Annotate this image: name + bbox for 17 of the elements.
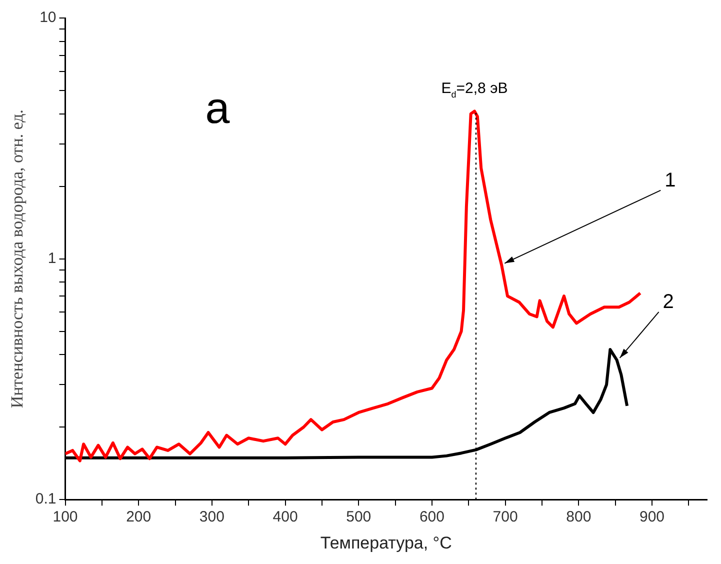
annotation: а xyxy=(205,84,230,133)
x-tick-label: 700 xyxy=(492,508,518,526)
y-tick-label: 10 xyxy=(40,9,56,26)
x-tick-label: 100 xyxy=(52,508,78,526)
x-axis-title: Температура, °C xyxy=(320,533,452,552)
y-tick-label: 0.1 xyxy=(35,490,56,508)
x-tick-label: 400 xyxy=(272,508,298,526)
annotation: 2 xyxy=(662,290,674,313)
y-axis-title: Интенсивность выхода водорода, отн. ед. xyxy=(8,109,27,408)
x-tick-label: 300 xyxy=(199,508,224,526)
x-tick-label: 900 xyxy=(639,508,665,526)
y-tick-label: 1 xyxy=(48,250,56,267)
x-tick-label: 200 xyxy=(126,508,152,526)
x-tick-label: 800 xyxy=(566,508,592,526)
x-tick-label: 600 xyxy=(419,508,444,526)
annotation: 1 xyxy=(664,169,676,192)
x-tick-label: 500 xyxy=(346,508,372,526)
